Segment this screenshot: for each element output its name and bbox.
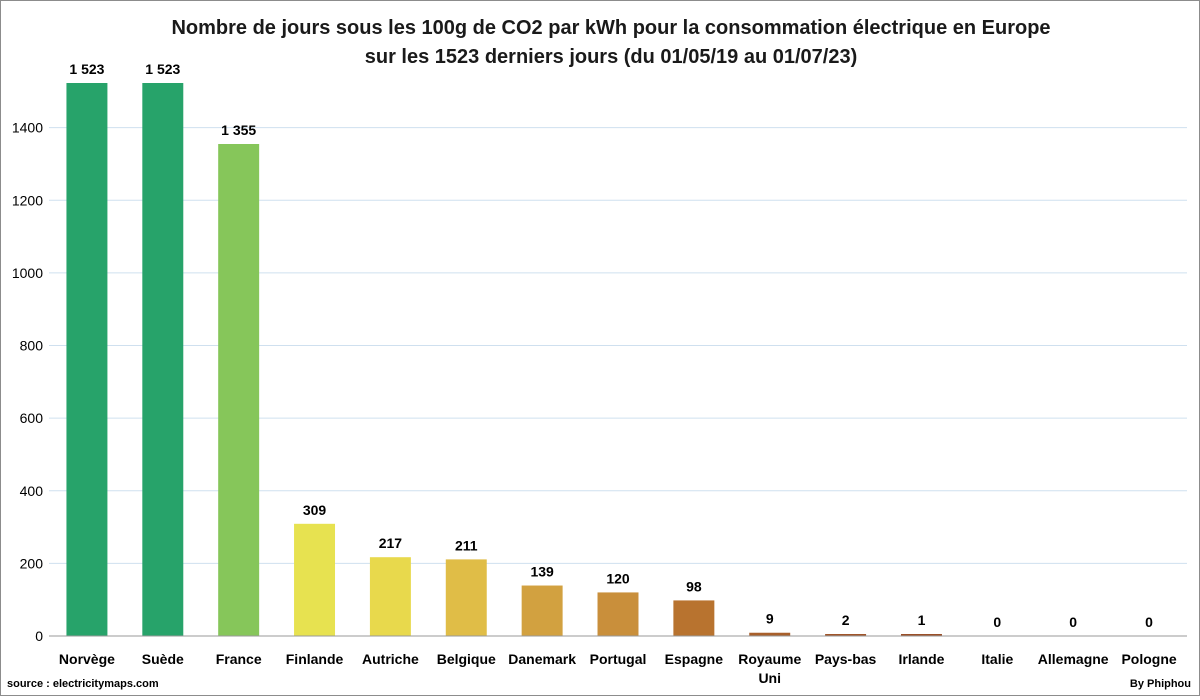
bar-value-label: 0: [993, 614, 1001, 630]
bars: [66, 83, 942, 636]
x-tick-label: Norvège: [59, 651, 115, 667]
bar: [369, 557, 411, 636]
bar-value-label: 309: [303, 502, 327, 518]
x-tick-label: Danemark: [508, 651, 576, 667]
bar: [445, 559, 487, 636]
bar-value-label: 211: [455, 537, 478, 553]
bar-value-label: 1: [918, 612, 926, 628]
x-tick-label: Espagne: [665, 651, 724, 667]
y-tick-label: 200: [20, 555, 44, 571]
bar-value-label: 1 355: [221, 122, 256, 138]
x-tick-label: Allemagne: [1038, 651, 1109, 667]
x-tick-label: Irlande: [899, 651, 945, 667]
chart-title-line-1: Nombre de jours sous les 100g de CO2 par…: [171, 17, 1050, 39]
x-tick-label: Autriche: [362, 651, 419, 667]
x-tick-label: Italie: [981, 651, 1013, 667]
y-tick-label: 1200: [12, 192, 43, 208]
data-labels: 1 523 1 523 1 355 309 217 211 139 120 98 9 2 1 0 0 0: [69, 61, 1153, 630]
x-tick-label: Finlande: [286, 651, 344, 667]
bar-value-label: 120: [606, 570, 630, 586]
bar-value-label: 1 523: [69, 61, 104, 77]
y-tick-label: 1000: [12, 265, 43, 281]
x-tick-label: Pays-bas: [815, 651, 877, 667]
x-tick-label: Belgique: [437, 651, 496, 667]
x-tick-label: Portugal: [590, 651, 647, 667]
author-credit: By Phiphou: [1130, 678, 1191, 690]
bar: [218, 144, 260, 636]
x-tick-label: Pologne: [1121, 651, 1176, 667]
y-axis-ticks: 0 200 400 600 800 1000 1200 1400: [12, 120, 43, 644]
bar-value-label: 0: [1069, 614, 1077, 630]
bar-value-label: 1 523: [145, 61, 180, 77]
bar: [142, 83, 184, 636]
bar-value-label: 98: [686, 578, 702, 594]
bar: [749, 632, 791, 636]
y-tick-label: 1400: [12, 120, 43, 136]
bar-value-label: 139: [530, 564, 554, 580]
source-note: source : electricitymaps.com: [7, 678, 159, 690]
bar-value-label: 2: [842, 612, 850, 628]
x-axis-ticks: Norvège Suède France Finlande Autriche Belgiq…: [59, 651, 1177, 686]
bar: [66, 83, 108, 636]
chart-title-line-2: sur les 1523 derniers jours (du 01/05/19…: [365, 46, 858, 68]
bar: [673, 600, 715, 636]
bar-value-label: 217: [379, 535, 403, 551]
x-tick-label: France: [216, 651, 262, 667]
y-tick-label: 800: [20, 338, 44, 354]
y-tick-label: 600: [20, 410, 44, 426]
y-tick-label: 400: [20, 483, 44, 499]
x-tick-label: Suède: [142, 651, 184, 667]
y-tick-label: 0: [35, 628, 43, 644]
bar: [900, 634, 942, 636]
x-tick-label: Royaume Uni: [738, 651, 801, 686]
bar-value-label: 0: [1145, 614, 1153, 630]
bar-value-label: 9: [766, 611, 774, 627]
bar: [521, 585, 563, 636]
bar: [597, 592, 639, 636]
bar: [825, 634, 867, 636]
bar: [294, 523, 336, 636]
